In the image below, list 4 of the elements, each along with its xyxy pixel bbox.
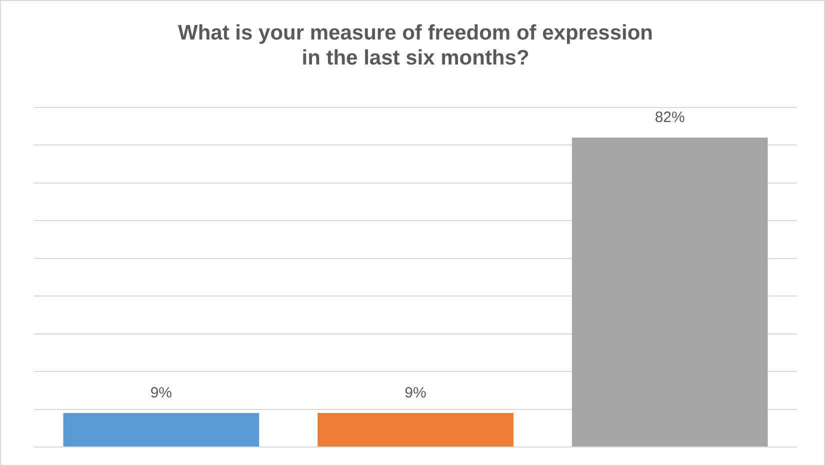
data-label: 9% [150, 384, 172, 402]
data-label: 9% [404, 384, 426, 402]
data-label: 82% [654, 109, 685, 126]
chart-title: What is your measure of freedom of expression in the last six months? [178, 21, 653, 70]
